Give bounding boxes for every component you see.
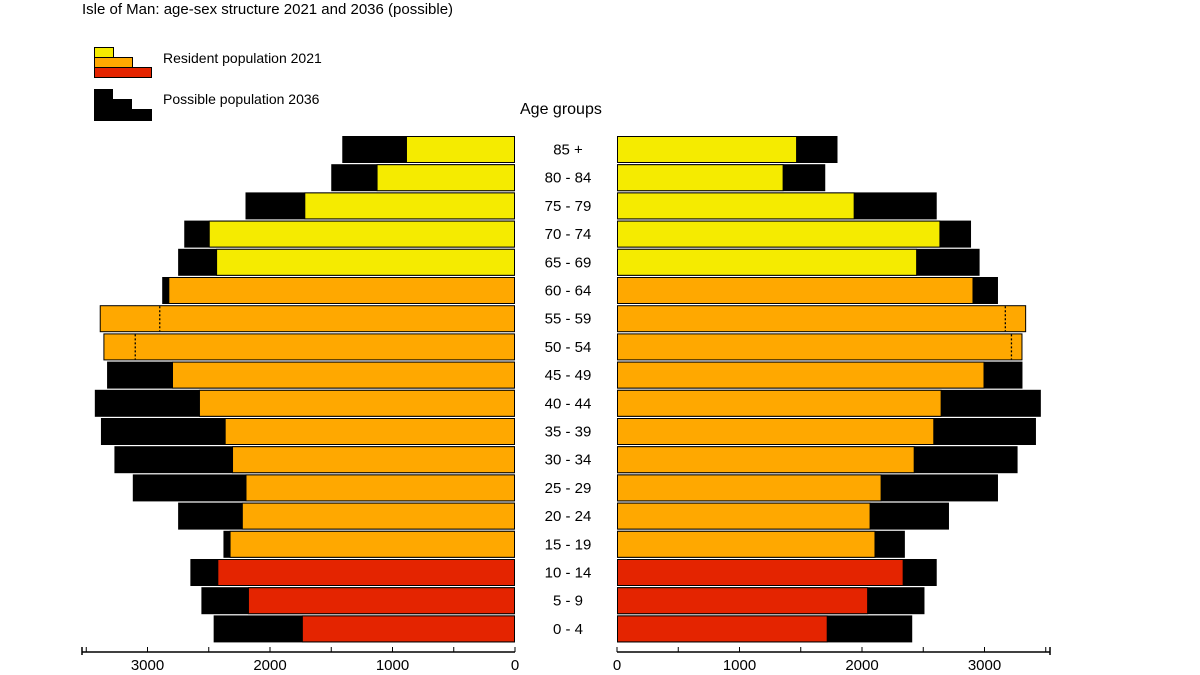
age-group-label: 75 - 79 [545,198,592,215]
age-group-label: 25 - 29 [545,480,592,497]
bar-right-2021 [617,587,869,615]
bar-left-2021 [229,530,515,558]
age-group-label: 10 - 14 [545,565,592,582]
chart-title: Isle of Man: age-sex structure 2021 and … [82,1,454,18]
bar-left-2021 [247,587,515,615]
bar-left-2021 [232,446,515,474]
bar-left-2021 [208,220,515,248]
bar-right-2021 [617,446,915,474]
x-tick-label-left: 1000 [376,657,409,674]
bar-left-2021 [304,192,515,220]
bar-right-2021 [617,192,855,220]
bar-right-2021 [617,530,876,558]
bar-right-2021 [617,277,974,304]
bar-left-2021 [103,333,516,361]
bar-right-2021 [617,615,828,643]
age-group-label: 60 - 64 [545,283,592,300]
age-group-label: 50 - 54 [545,339,592,356]
age-group-label: 30 - 34 [545,452,592,469]
age-group-label: 5 - 9 [553,593,583,610]
bar-right-2021 [617,305,1027,333]
age-group-label: 35 - 39 [545,424,592,441]
x-tick-label-left: 0 [511,657,519,674]
age-group-label: 15 - 19 [545,536,592,553]
bar-left-2021 [245,474,515,502]
x-tick-label-right: 1000 [723,657,756,674]
bar-left-2021 [99,305,515,333]
bar-right-2021 [617,361,985,389]
age-group-label: 80 - 84 [545,170,592,187]
bar-right-2021 [617,164,784,192]
x-tick-label-right: 3000 [968,657,1001,674]
bar-right-2021 [617,559,904,586]
bar-left-2021 [224,418,516,445]
bar-right-2021 [617,389,942,417]
age-group-label: 85 + [553,142,583,159]
legend-resident-swatch [94,47,152,79]
x-tick-label-left: 2000 [253,657,286,674]
age-groups-header: Age groups [520,101,602,118]
age-group-label: 55 - 59 [545,311,592,328]
bar-left-2021 [217,559,515,586]
x-tick-label-right: 2000 [845,657,878,674]
bar-left-2021 [301,615,515,643]
bar-left-2021 [216,248,515,276]
bar-left-2021 [376,164,516,192]
age-group-label: 20 - 24 [545,508,592,525]
bar-right-2021 [617,418,935,445]
bar-right-2021 [617,502,871,530]
legend-possible-label: Possible population 2036 [163,91,320,107]
x-tick-label-left: 3000 [131,657,164,674]
bar-right-2021 [617,220,941,248]
bar-left-2021 [168,277,515,304]
bar-right-2021 [617,136,798,163]
bar-right-2021 [617,474,882,502]
age-group-label: 40 - 44 [545,395,592,412]
age-group-label: 65 - 69 [545,254,592,271]
age-group-label: 45 - 49 [545,367,592,384]
bar-left-2021 [172,361,515,389]
legend-possible-swatch [94,89,152,121]
bar-left-2021 [405,136,516,163]
bar-right-2021 [617,248,918,276]
age-group-label: 70 - 74 [545,226,592,243]
bar-left-2021 [241,502,515,530]
x-tick-label-right: 0 [613,657,621,674]
legend-resident-label: Resident population 2021 [163,50,322,66]
bar-right-2021 [617,333,1023,361]
age-group-label: 0 - 4 [553,621,583,638]
bar-left-2021 [198,389,515,417]
